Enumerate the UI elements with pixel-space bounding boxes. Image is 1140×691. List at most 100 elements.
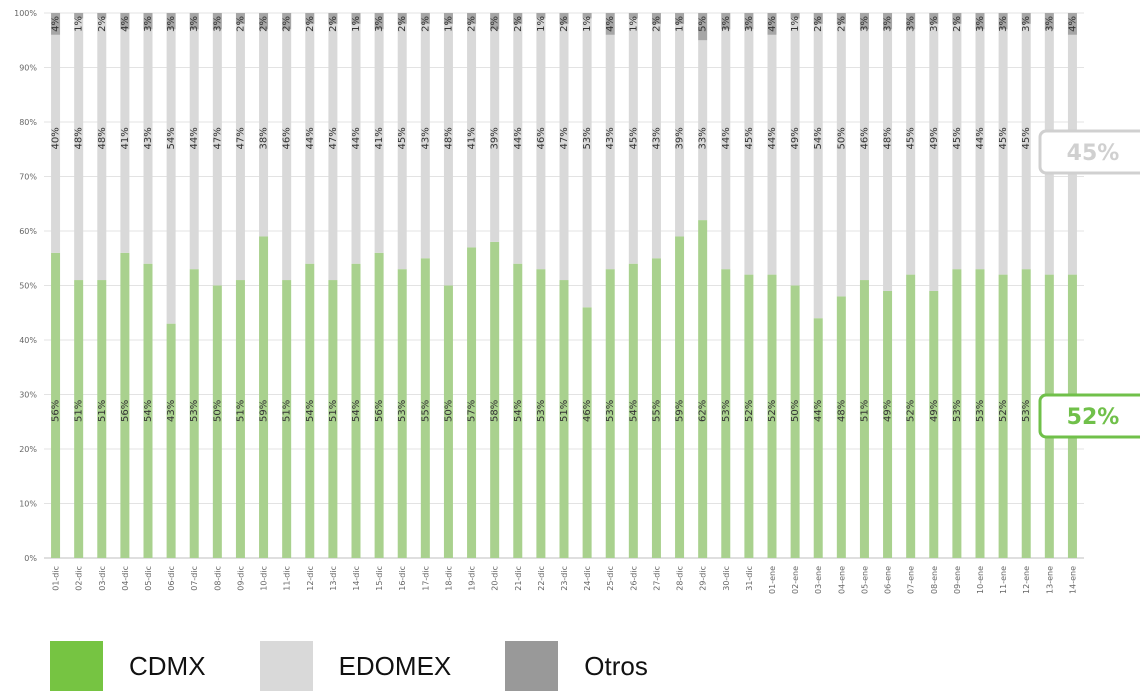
bar-segment-otros [51,13,61,35]
data-label-edomex: 44% [767,127,778,149]
bar-segment-edomex [467,23,477,248]
bar-segment-cdmx [74,280,84,558]
data-label-cdmx: 56% [120,400,131,422]
bar-segment-cdmx [120,252,130,559]
y-tick-label: 100% [14,9,37,18]
bar-segment-otros [443,13,453,24]
bar-segment-edomex [744,29,754,275]
bar-segment-otros [536,13,546,19]
bar-segment-otros [998,13,1008,30]
bar-segment-cdmx [420,258,430,558]
bar-segment-otros [420,13,430,24]
data-label-cdmx: 53% [975,400,986,422]
data-label-edomex: 41% [120,127,131,149]
data-label-otros: 3% [744,16,755,32]
data-label-otros: 4% [767,16,778,32]
data-label-otros: 2% [467,16,478,32]
bar-segment-edomex [721,29,731,270]
data-label-edomex: 45% [397,127,408,149]
x-tick-label: 11-ene [999,566,1008,594]
data-label-edomex: 48% [883,127,894,149]
callouts: 45% 52% [1038,129,1140,439]
bar-segment-edomex [975,29,985,270]
data-label-cdmx: 51% [328,400,339,422]
bar-segment-cdmx [790,285,800,558]
x-tick-label: 23-dic [560,566,569,591]
data-label-otros: 2% [397,16,408,32]
bar-segment-otros [259,13,269,30]
x-tick-label: 13-ene [1045,566,1054,594]
data-label-edomex: 44% [351,127,362,149]
y-tick-label: 70% [19,173,37,182]
data-label-cdmx: 51% [74,400,85,422]
data-label-otros: 1% [582,16,593,32]
bar-segment-otros [143,13,153,30]
data-label-edomex: 49% [929,127,940,149]
data-label-otros: 2% [259,16,270,32]
data-label-edomex: 46% [536,127,547,149]
bar-segment-otros [883,13,893,30]
bar-segment-cdmx [628,263,638,558]
bar-segment-cdmx [744,274,754,558]
bar-segment-cdmx [605,269,615,558]
data-label-otros: 2% [836,16,847,32]
data-label-otros: 3% [212,16,223,32]
bar-segment-edomex [998,29,1008,275]
bar-segment-edomex [443,23,453,286]
bar-segment-edomex [351,23,361,264]
data-label-otros: 5% [698,16,709,32]
x-tick-label: 18-dic [444,566,453,591]
bar-segment-cdmx [305,263,315,558]
bar-segment-cdmx [559,280,569,558]
bar-segment-otros [675,13,685,24]
bar-segment-cdmx [443,285,453,558]
data-label-cdmx: 53% [189,400,200,422]
bar-segment-edomex [166,29,176,324]
bar-segment-otros [698,13,708,41]
y-tick-label: 0% [24,554,37,563]
data-label-cdmx: 44% [813,400,824,422]
data-label-cdmx: 52% [767,400,778,422]
bar-segment-otros [282,13,292,30]
legend-label-otros: Otros [584,650,648,681]
data-label-otros: 3% [975,16,986,32]
data-label-edomex: 46% [282,127,293,149]
legend-item-edomex: EDOMEX [259,641,451,691]
bar-segment-otros [559,13,569,24]
x-tick-label: 13-dic [329,566,338,591]
x-tick-label: 01-ene [768,566,777,594]
x-tick-label: 10-dic [260,566,269,591]
data-label-edomex: 44% [721,127,732,149]
x-tick-label: 29-dic [699,566,708,591]
x-tick-label: 11-dic [283,566,292,591]
data-label-edomex: 44% [305,127,316,149]
data-label-cdmx: 49% [929,400,940,422]
x-axis: 01-dic 02-dic 03-dic 04-dic 05-dic 06-dic 07-d… [52,566,1078,594]
x-tick-label: 05-dic [144,566,153,591]
data-label-cdmx: 54% [143,400,154,422]
bar-segment-cdmx [859,280,869,558]
bar-segment-edomex [328,23,338,281]
x-tick-label: 15-dic [375,566,384,591]
bar-segment-otros [74,13,84,19]
bar-segment-edomex [675,23,685,237]
y-tick-label: 10% [19,500,37,509]
x-tick-label: 16-dic [398,566,407,591]
data-label-otros: 2% [513,16,524,32]
data-label-cdmx: 51% [282,400,293,422]
bar-segment-edomex [790,18,800,286]
data-label-otros: 1% [628,16,639,32]
bar-segment-cdmx [582,307,592,558]
data-label-edomex: 40% [51,127,62,149]
bar-segment-otros [212,13,222,30]
data-label-cdmx: 50% [790,400,801,422]
data-label-cdmx: 52% [744,400,755,422]
data-label-edomex: 41% [374,127,385,149]
bar-segment-cdmx [189,269,199,558]
bar-segment-otros [97,13,107,19]
data-label-otros: 3% [721,16,732,32]
data-label-edomex: 44% [189,127,200,149]
bar-segment-otros [1044,13,1054,30]
data-label-edomex: 39% [490,127,501,149]
legend-label-cdmx: CDMX [129,650,206,681]
